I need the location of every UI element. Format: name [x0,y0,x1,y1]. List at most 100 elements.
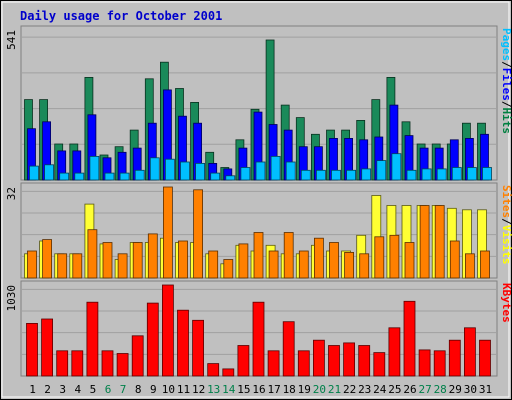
bar-sites-day-23 [359,253,370,279]
bar-sites-day-13 [208,250,219,279]
bar-kbytes-day-26 [403,300,416,377]
bar-pages-day-5 [89,155,100,181]
bar-pages-day-25 [391,153,402,181]
x-tick-label-27: 27 [418,383,431,396]
bar-sites-day-9 [147,233,158,279]
bar-kbytes-day-6 [101,350,114,377]
bar-kbytes-day-19 [297,350,310,377]
bar-sites-day-30 [464,253,475,279]
bar-sites-day-7 [117,253,128,279]
panel-sites_visits: 32 Sites/Visits [5,182,512,279]
panel-kbytes: 1030 KBytes [5,280,512,377]
x-tick-label-15: 15 [237,383,250,396]
x-tick-label-28: 28 [434,383,447,396]
bar-kbytes-day-23 [358,345,371,377]
bar-sites-day-17 [268,250,279,279]
bar-kbytes-day-31 [479,339,491,377]
bar-pages-day-10 [164,158,175,181]
bar-sites-day-24 [374,236,385,279]
x-tick-label-12: 12 [192,383,205,396]
bar-kbytes-day-22 [343,342,356,377]
bar-sites-day-11 [178,240,188,279]
bar-kbytes-day-24 [373,352,386,377]
x-tick-label-11: 11 [177,383,190,396]
x-tick-label-29: 29 [449,383,462,396]
axis-label-part: / [500,61,512,68]
axis-label-part: Hits [500,108,512,135]
panel-axis-label: Pages/Files/Hits [500,28,512,134]
bar-pages-day-7 [119,172,130,181]
bar-pages-day-11 [180,161,190,181]
bar-sites-day-21 [329,242,339,279]
bar-sites-day-1 [27,250,37,279]
x-tick-label-14: 14 [222,383,236,396]
bar-kbytes-day-18 [282,321,295,377]
bar-sites-day-19 [298,250,309,279]
axis-label-part: Sites [500,185,512,218]
x-tick-label-9: 9 [150,383,157,396]
bar-sites-day-28 [434,205,445,279]
x-tick-label-19: 19 [298,383,311,396]
bar-pages-day-12 [195,162,206,181]
bar-kbytes-day-14 [222,368,235,377]
bar-kbytes-day-2 [41,318,53,377]
bar-sites-day-15 [238,243,249,279]
bar-pages-day-23 [361,168,372,181]
panel-axis-label: KBytes [500,283,512,323]
bar-kbytes-day-29 [448,339,461,377]
bar-pages-day-15 [240,167,251,181]
x-tick-label-17: 17 [267,383,280,396]
bar-kbytes-day-17 [267,350,280,377]
bar-pages-day-6 [104,172,115,181]
axis-label-part: / [500,218,512,225]
y-max-label: 1030 [5,285,18,312]
series-kbytes [26,284,491,377]
bar-sites-day-8 [132,242,143,279]
bar-pages-day-29 [451,167,462,181]
axis-label-part: Pages [500,28,512,61]
x-tick-label-24: 24 [373,383,387,396]
bar-kbytes-day-27 [418,349,431,377]
x-tick-label-22: 22 [343,383,356,396]
bar-sites-day-29 [449,240,460,279]
x-tick-label-18: 18 [283,383,296,396]
bar-sites-day-27 [419,205,430,279]
y-max-label: 32 [5,187,18,200]
bar-pages-day-30 [466,167,477,181]
bar-pages-day-22 [346,169,357,181]
panel-axis-label: Sites/Visits [500,185,512,265]
bar-pages-day-21 [331,169,341,181]
axis-label-part: / [500,101,512,108]
x-tick-label-8: 8 [135,383,142,396]
x-axis-day-labels: 1 2 3 4 5 6 7 8 9 10 11 12 13 14 15 16 17 18 19 20 21 22 23 24 2… [29,383,492,396]
chart-title: Daily usage for October 2001 [20,9,222,23]
x-tick-label-5: 5 [90,383,97,396]
bar-pages-day-13 [210,172,221,181]
panel-pages_files_hits: 541 Pages/Files/Hits [5,25,512,181]
y-max-label: 541 [5,30,18,50]
bar-sites-day-16 [253,232,264,279]
bar-pages-day-18 [285,161,296,181]
bar-pages-day-28 [436,168,447,181]
bar-sites-day-4 [72,253,83,279]
bar-sites-day-14 [223,259,234,279]
axis-label-part: Visits [500,225,512,265]
bar-sites-day-25 [389,234,400,279]
bar-kbytes-day-7 [116,353,129,377]
axis-label-part: Files [500,68,512,101]
x-tick-label-16: 16 [252,383,265,396]
bar-pages-day-27 [421,168,432,181]
bar-pages-day-16 [255,161,266,181]
bar-sites-day-6 [102,242,113,279]
bar-pages-day-8 [134,169,145,181]
series-pages [29,153,492,181]
x-tick-label-30: 30 [464,383,477,396]
x-tick-label-1: 1 [29,383,36,396]
bar-sites-day-3 [57,253,68,279]
bar-sites-day-22 [344,251,355,279]
bar-sites-day-18 [283,232,294,279]
x-tick-label-13: 13 [207,383,220,396]
x-tick-label-31: 31 [479,383,492,396]
bar-sites-day-26 [404,242,415,279]
bar-kbytes-day-1 [26,322,38,377]
